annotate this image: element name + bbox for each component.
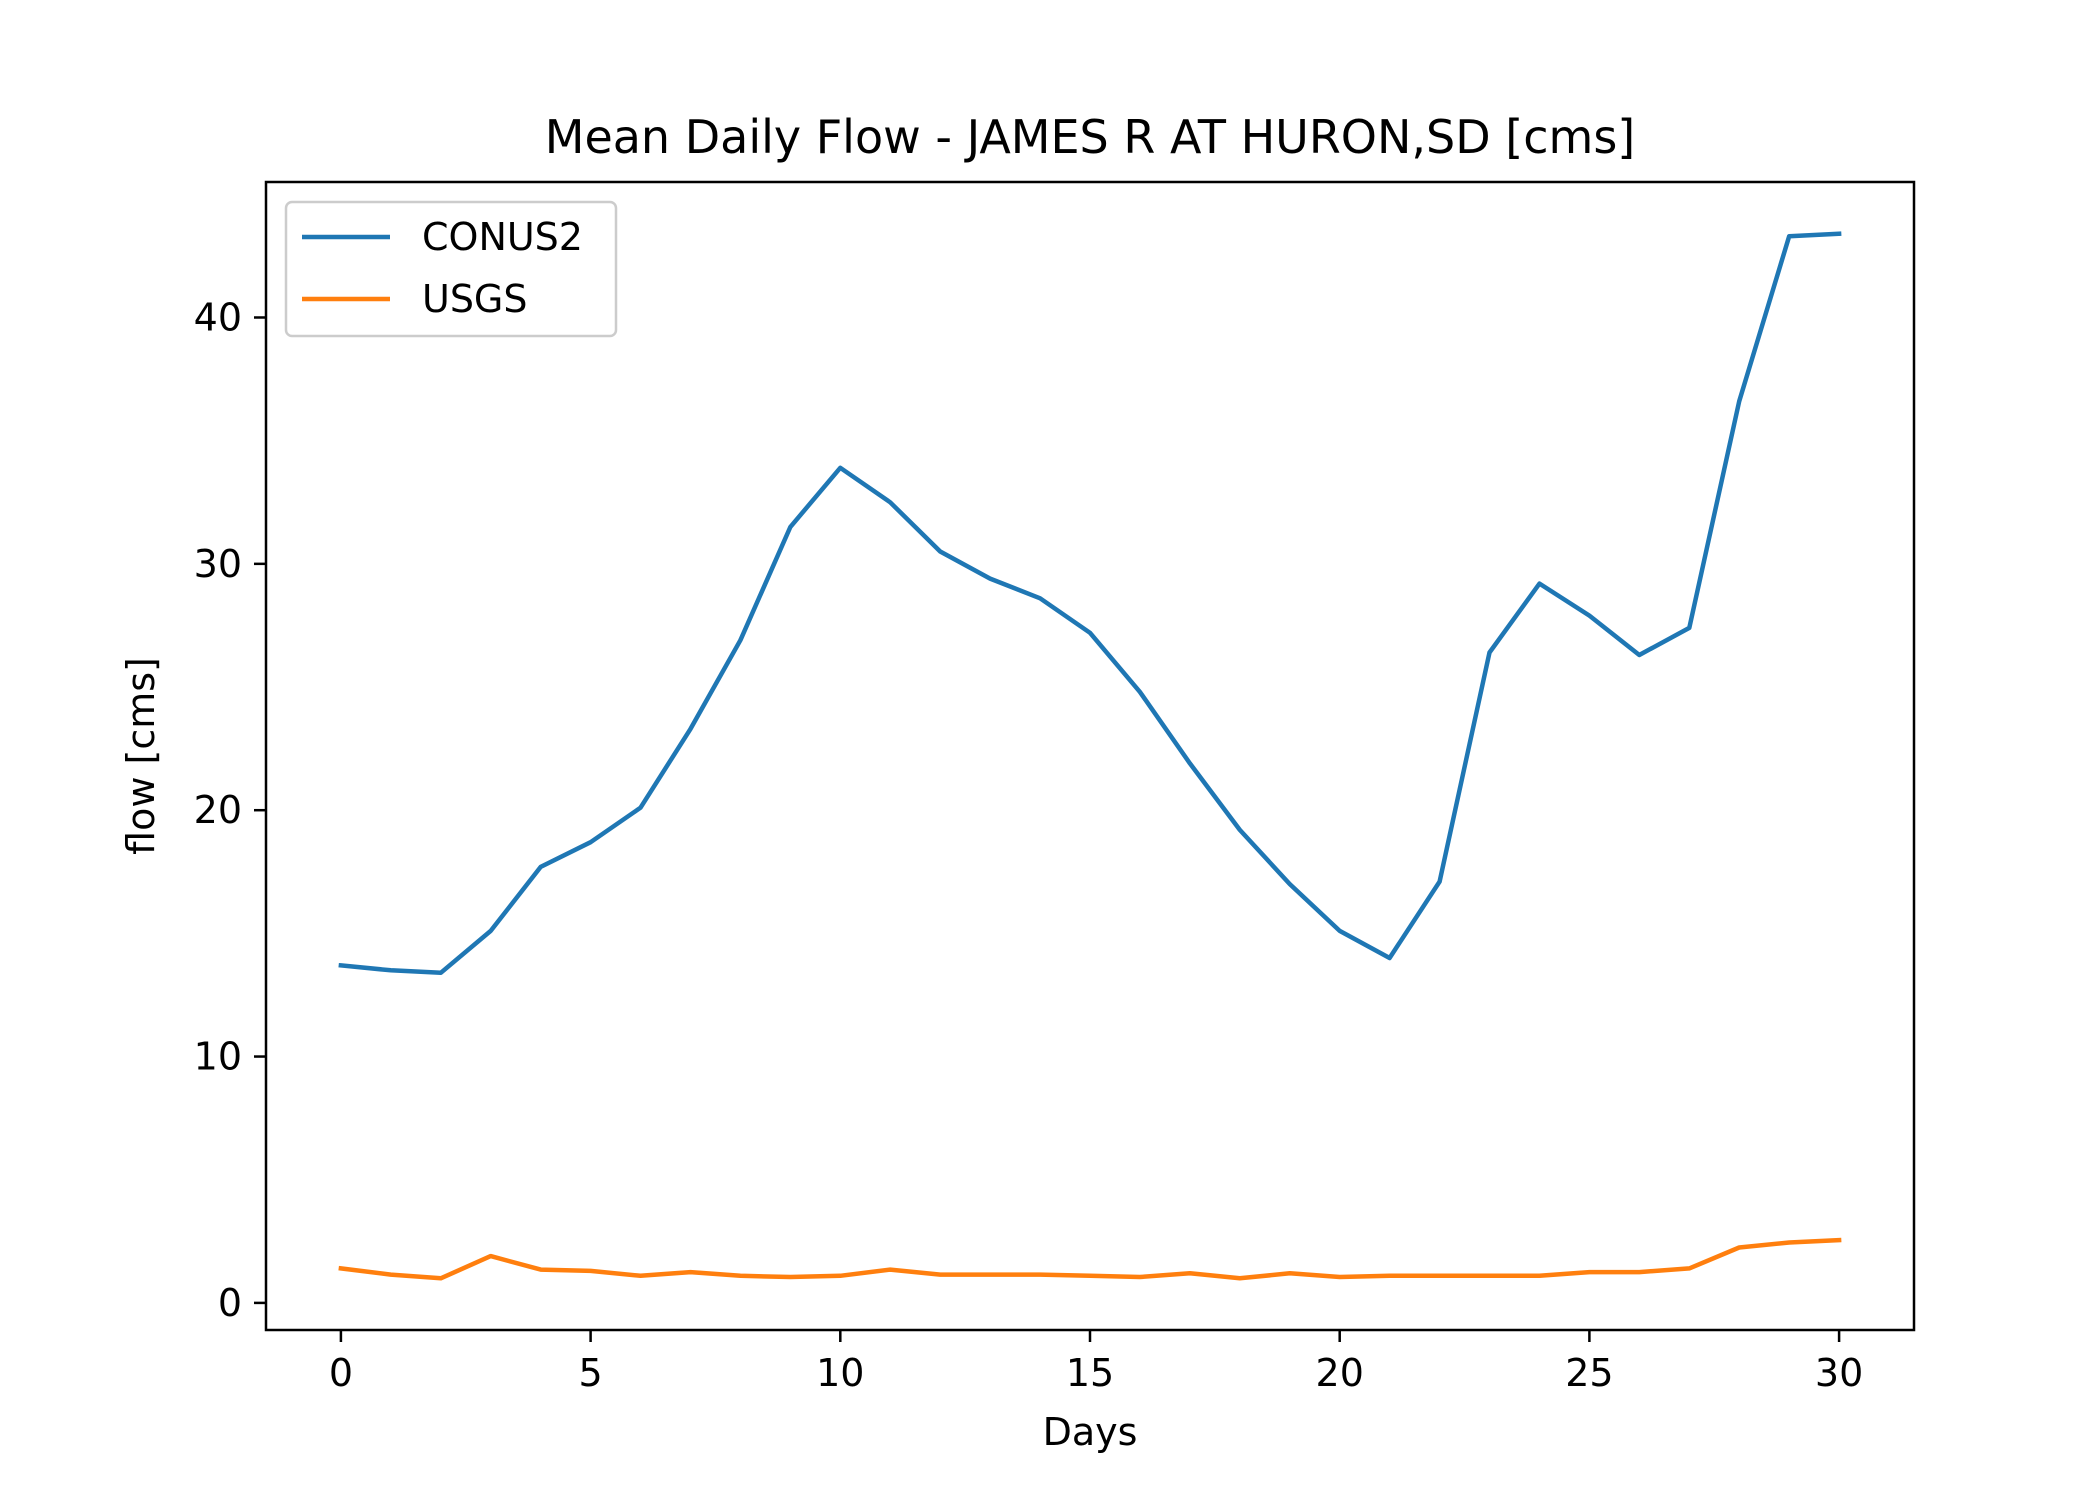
legend: CONUS2 USGS — [284, 200, 618, 338]
x-tick-label: 30 — [1815, 1351, 1863, 1395]
y-axis: 0 10 20 30 40 — [194, 295, 266, 1325]
x-tick-label: 25 — [1565, 1351, 1613, 1395]
y-tick-label: 0 — [218, 1281, 242, 1325]
x-tick-label: 0 — [329, 1351, 353, 1395]
legend-label-conus2: CONUS2 — [422, 215, 583, 259]
y-tick-label: 20 — [194, 788, 242, 832]
legend-label-usgs: USGS — [422, 277, 528, 321]
x-tick-label: 5 — [579, 1351, 603, 1395]
chart-title: Mean Daily Flow - JAMES R AT HURON,SD [c… — [545, 110, 1635, 164]
series-layer — [338, 231, 1842, 1281]
x-axis: 0 5 10 15 20 25 30 — [329, 1330, 1863, 1395]
y-tick-label: 40 — [194, 295, 242, 339]
series-line-conus2 — [338, 231, 1842, 976]
y-tick-label: 10 — [194, 1035, 242, 1079]
series-line-usgs — [338, 1237, 1842, 1281]
x-axis-label: Days — [1043, 1410, 1138, 1454]
plot-frame — [264, 180, 1916, 1332]
y-tick-label: 30 — [194, 542, 242, 586]
x-tick-label: 15 — [1066, 1351, 1114, 1395]
y-axis-label: flow [cms] — [119, 657, 163, 855]
x-tick-label: 20 — [1316, 1351, 1364, 1395]
x-tick-label: 10 — [816, 1351, 864, 1395]
